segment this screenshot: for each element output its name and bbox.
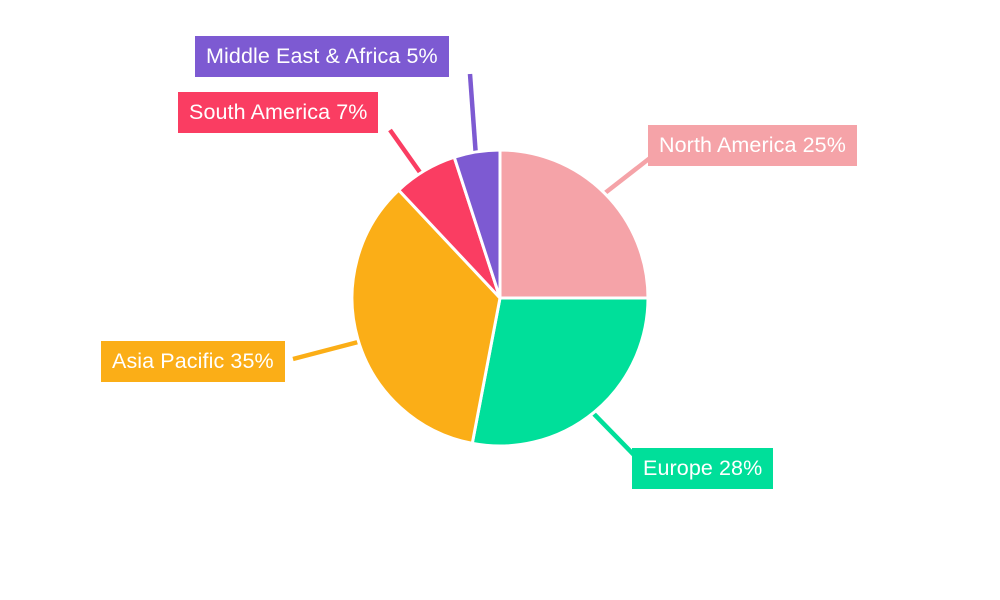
pie-slice-north-america[interactable] <box>498 148 650 300</box>
pie-label-text-asia-pacific: Asia Pacific 35% <box>112 348 274 373</box>
pie-label-text-europe: Europe 28% <box>643 455 763 480</box>
pie-slice-middle-east-africa[interactable] <box>452 148 502 300</box>
leader-lines <box>292 73 652 459</box>
pie-slice-asia-pacific[interactable] <box>350 188 502 445</box>
leader-line-south-america <box>388 128 426 180</box>
pie-slices <box>350 148 650 448</box>
pie-label-text-north-america: North America 25% <box>659 132 846 157</box>
leader-line-asia-pacific <box>292 338 363 362</box>
leader-line-middle-east-africa <box>467 73 479 158</box>
pie-label-north-america[interactable]: North America 25% <box>648 125 857 166</box>
pie-label-europe[interactable]: Europe 28% <box>632 448 774 489</box>
pie-label-south-america[interactable]: South America 7% <box>178 92 379 133</box>
pie-label-text-south-america: South America 7% <box>189 99 368 124</box>
pie-slice-europe[interactable] <box>470 296 650 448</box>
leader-line-north-america <box>603 156 652 195</box>
pie-label-text-middle-east-africa: Middle East & Africa 5% <box>206 43 438 68</box>
pie-label-asia-pacific[interactable]: Asia Pacific 35% <box>101 341 285 382</box>
pie-label-middle-east-africa[interactable]: Middle East & Africa 5% <box>195 36 449 77</box>
leader-line-europe <box>592 412 638 459</box>
